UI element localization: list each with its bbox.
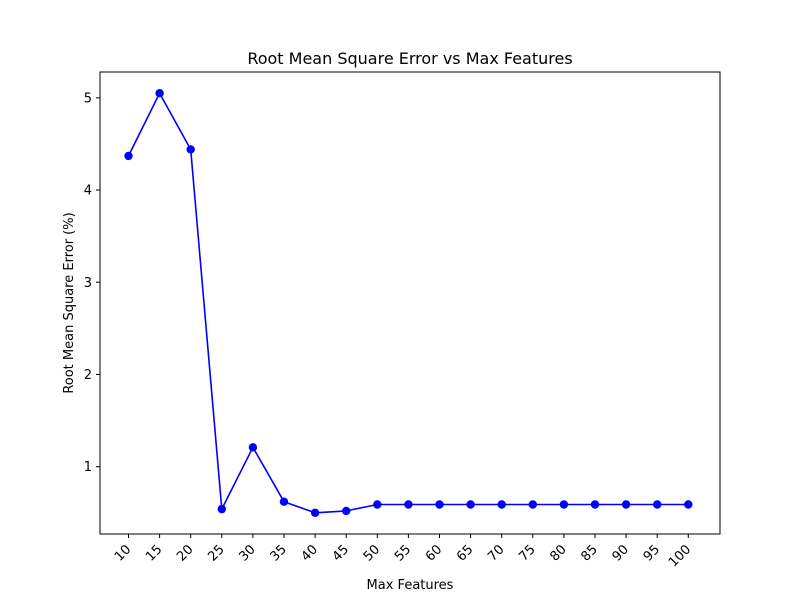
x-tick-label: 90	[610, 542, 632, 564]
y-axis: 1 2 3 4 5	[84, 91, 100, 475]
plot-area	[99, 71, 721, 535]
data-point	[248, 443, 258, 452]
data-point	[466, 500, 475, 509]
y-tick-label: 2	[84, 368, 92, 383]
data-point	[279, 497, 289, 506]
x-tick-label: 95	[641, 542, 663, 564]
x-tick-label: 70	[485, 542, 507, 564]
data-point	[373, 500, 382, 509]
x-axis: 10 15 20 25 30 35 40 45 50 55 60 65 70 75 80 85 90 95 100	[112, 534, 694, 570]
data-point	[186, 145, 195, 154]
x-tick-label: 50	[361, 542, 383, 564]
x-tick-label: 80	[547, 542, 569, 564]
x-tick-label: 15	[143, 542, 165, 564]
data-point	[404, 500, 413, 509]
x-tick-label: 45	[330, 542, 352, 564]
x-tick-label: 60	[423, 542, 445, 564]
x-axis-label: Max Features	[367, 578, 454, 593]
data-point	[621, 500, 631, 509]
x-tick-label: 30	[236, 542, 258, 564]
x-tick-label: 20	[174, 542, 196, 564]
data-point	[590, 500, 600, 509]
y-tick-label: 3	[84, 276, 92, 291]
x-tick-label: 40	[299, 542, 321, 564]
y-tick-label: 1	[84, 460, 92, 475]
x-tick-label: 75	[516, 542, 538, 564]
x-tick-label: 35	[268, 542, 290, 564]
x-tick-label: 85	[579, 542, 601, 564]
data-point	[653, 500, 662, 509]
x-tick-label: 100	[666, 542, 694, 570]
y-tick-label: 5	[84, 91, 92, 106]
series-layer	[124, 89, 693, 517]
chart-title: Root Mean Square Error vs Max Features	[247, 49, 572, 68]
y-tick-label: 4	[84, 184, 92, 199]
data-point	[497, 500, 506, 509]
data-point	[310, 508, 320, 517]
data-point	[559, 500, 569, 509]
x-tick-label: 55	[392, 542, 414, 564]
data-point	[342, 506, 351, 516]
y-axis-label: Root Mean Square Error (%)	[62, 212, 77, 393]
x-tick-label: 65	[454, 542, 476, 564]
data-point	[217, 504, 226, 514]
x-tick-label: 25	[205, 542, 227, 564]
data-point	[124, 151, 133, 161]
data-point	[684, 500, 693, 509]
data-point	[435, 500, 444, 509]
data-point	[528, 500, 537, 509]
x-tick-label: 10	[112, 542, 134, 564]
data-point	[155, 89, 164, 98]
